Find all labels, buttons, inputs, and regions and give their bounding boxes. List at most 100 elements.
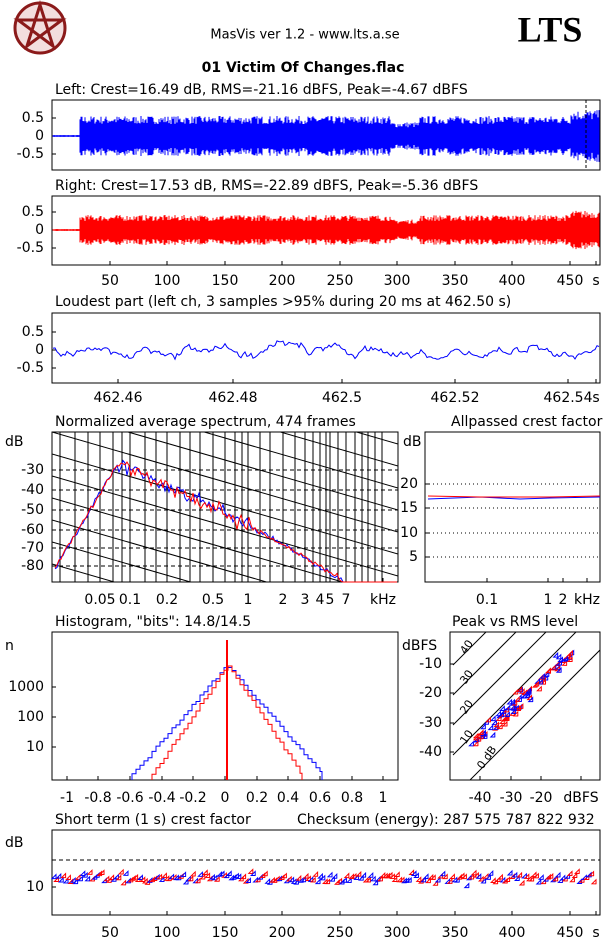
x-tick-label: 0.1 bbox=[119, 592, 141, 608]
peak-rms-point bbox=[512, 710, 519, 717]
grid-line bbox=[52, 563, 117, 582]
peak-rms-point bbox=[511, 705, 517, 711]
y-tick-label: 0 bbox=[35, 128, 44, 144]
crest-point bbox=[355, 870, 362, 877]
grid-line bbox=[52, 475, 398, 577]
x-tick-label: 450 bbox=[557, 925, 584, 941]
peak-rms-point bbox=[489, 731, 496, 738]
app-title: MasVis ver 1.2 - www.lts.a.se bbox=[210, 28, 399, 43]
crest-point bbox=[72, 878, 79, 885]
crest-point bbox=[132, 873, 139, 880]
y-unit: dB bbox=[5, 434, 24, 450]
panel-title: Loudest part (left ch, 3 samples >95% du… bbox=[55, 294, 511, 310]
x-tick-label: 0.8 bbox=[341, 790, 363, 806]
crest-point bbox=[463, 882, 470, 889]
crest-point bbox=[326, 871, 333, 878]
crest-point bbox=[115, 874, 122, 881]
peak-rms-point bbox=[491, 719, 497, 726]
crest-point bbox=[552, 875, 559, 882]
panel-title: Histogram, "bits": 14.8/14.5 bbox=[55, 614, 251, 630]
crest-point bbox=[293, 878, 299, 885]
level-line bbox=[452, 632, 577, 756]
grid-line bbox=[126, 432, 398, 511]
peak-rms-point bbox=[480, 723, 486, 730]
peak-rms-point bbox=[566, 656, 573, 663]
crest-point bbox=[389, 873, 395, 879]
crest-point bbox=[480, 877, 487, 884]
x-tick-label: 300 bbox=[384, 925, 411, 941]
peak-rms-point bbox=[477, 729, 484, 736]
x-tick-label: 0.05 bbox=[84, 592, 115, 608]
crest-point bbox=[542, 875, 549, 882]
level-line bbox=[452, 632, 517, 696]
y-tick-label: -40 bbox=[21, 482, 44, 498]
crest-point bbox=[324, 878, 331, 885]
x-tick-label: 462.52 bbox=[431, 390, 480, 406]
peak-rms-point bbox=[472, 740, 479, 747]
crest-point bbox=[538, 874, 544, 880]
crest-point bbox=[180, 871, 187, 877]
grid-line bbox=[52, 497, 345, 582]
peak-rms-point bbox=[481, 733, 488, 739]
waveform bbox=[52, 110, 600, 162]
crest-point bbox=[432, 880, 439, 886]
peak-rms-point bbox=[483, 719, 489, 725]
panel-title: Peak vs RMS level bbox=[452, 614, 578, 630]
crest-point bbox=[497, 873, 503, 880]
x-tick-label: 462.54 bbox=[544, 390, 593, 406]
crest-point bbox=[254, 876, 261, 883]
x-tick-label: 0.2 bbox=[156, 592, 178, 608]
x-tick-label: -0.8 bbox=[84, 790, 111, 806]
crest-point bbox=[161, 872, 167, 878]
y-tick-label: -50 bbox=[21, 502, 44, 518]
peak-rms-point bbox=[568, 649, 575, 656]
crest-point bbox=[353, 874, 359, 880]
crest-point bbox=[564, 873, 571, 879]
crest-point bbox=[158, 876, 165, 882]
peak-rms-point bbox=[549, 664, 556, 671]
y-tick-label: -0.5 bbox=[17, 240, 44, 256]
crest-point bbox=[420, 876, 427, 883]
level-line bbox=[452, 632, 487, 666]
crest-point bbox=[554, 871, 561, 878]
x-tick-label: 4 bbox=[316, 592, 325, 608]
peak-rms-point bbox=[499, 705, 505, 712]
grid-line bbox=[52, 630, 398, 730]
y-unit: dBFS bbox=[402, 638, 437, 654]
crest-point bbox=[214, 876, 220, 882]
crest-point bbox=[461, 873, 467, 880]
crest-point bbox=[569, 876, 575, 883]
y-tick-label: -70 bbox=[21, 540, 44, 556]
level-line bbox=[452, 632, 547, 726]
crest-point bbox=[413, 872, 419, 879]
crest-point bbox=[187, 875, 194, 882]
x-tick-label: 150 bbox=[212, 925, 239, 941]
crest-point bbox=[533, 872, 539, 879]
peak-rms-point bbox=[557, 656, 564, 663]
crest-point bbox=[298, 877, 304, 883]
peak-rms-point bbox=[501, 720, 508, 727]
crest-point bbox=[372, 879, 379, 886]
crest-point bbox=[247, 868, 254, 874]
peak-rms-point bbox=[517, 703, 524, 709]
y-tick-label: 0 bbox=[35, 342, 44, 358]
crest-point bbox=[454, 876, 460, 883]
peak-rms-point bbox=[472, 734, 479, 741]
y-tick-label: -0.5 bbox=[17, 146, 44, 162]
plot-frame bbox=[51, 99, 601, 171]
crest-point bbox=[439, 870, 446, 877]
y-unit: dB bbox=[5, 835, 24, 851]
peak-rms-point bbox=[510, 708, 517, 714]
crest-point bbox=[84, 875, 91, 882]
crest-point bbox=[319, 874, 326, 881]
crest-point bbox=[487, 870, 494, 876]
y-tick-label: -0.5 bbox=[17, 360, 44, 376]
crest-point bbox=[58, 876, 64, 883]
crest-point bbox=[504, 876, 511, 883]
x-tick-label: 50 bbox=[101, 273, 119, 289]
peak-rms-point bbox=[512, 688, 519, 695]
crest-point bbox=[494, 876, 501, 882]
y-tick-label: -40 bbox=[419, 744, 442, 760]
x-tick-label: 0.1 bbox=[476, 592, 498, 608]
